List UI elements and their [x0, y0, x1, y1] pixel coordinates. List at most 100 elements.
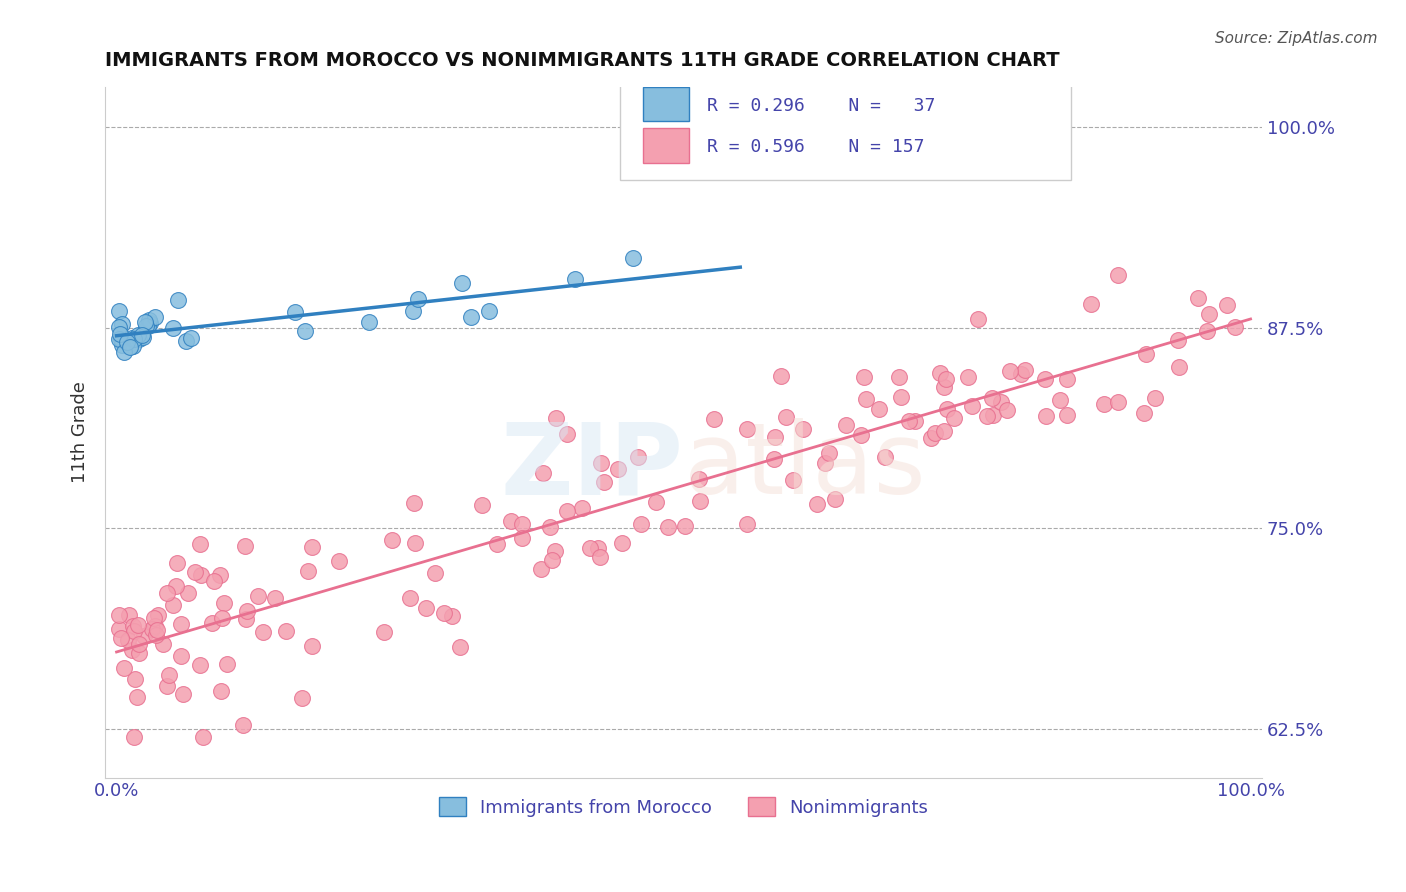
Point [1080, 297, 1102, 311]
Point [108, 607, 131, 622]
Point [673, 519, 696, 533]
Point [193, 730, 215, 744]
Point [853, 369, 876, 384]
Point [166, 556, 188, 570]
Point [995, 402, 1018, 417]
Point [1225, 320, 1247, 334]
Point [849, 427, 872, 442]
Point [134, 315, 156, 329]
Point [531, 467, 554, 481]
Point [763, 429, 786, 443]
Point [1049, 392, 1071, 407]
Point [571, 500, 593, 515]
Text: IMMIGRANTS FROM MOROCCO VS NONIMMIGRANTS 11TH GRADE CORRELATION CHART: IMMIGRANTS FROM MOROCCO VS NONIMMIGRANTS… [105, 51, 1060, 70]
Point [645, 494, 668, 508]
Point [544, 544, 567, 558]
Point [555, 427, 578, 442]
Point [792, 422, 814, 436]
Point [1107, 268, 1129, 282]
Point [735, 517, 758, 532]
Point [404, 536, 426, 550]
Point [170, 617, 193, 632]
Point [297, 564, 319, 578]
Point [398, 591, 420, 606]
Point [627, 450, 650, 464]
Point [110, 632, 132, 646]
Point [460, 310, 482, 325]
Point [689, 494, 711, 508]
Point [112, 661, 135, 675]
Point [956, 370, 979, 384]
Point [471, 498, 494, 512]
Point [981, 408, 1004, 422]
Point [1033, 372, 1056, 386]
Point [538, 519, 561, 533]
Y-axis label: 11th Grade: 11th Grade [72, 381, 89, 483]
Point [868, 402, 890, 417]
Text: atlas: atlas [683, 418, 925, 515]
Point [564, 272, 586, 286]
Point [184, 565, 207, 579]
Point [782, 473, 804, 487]
Point [143, 310, 166, 324]
Point [231, 717, 253, 731]
Point [125, 690, 148, 704]
Point [124, 332, 146, 346]
Point [1014, 363, 1036, 377]
Text: R = 0.596    N = 157: R = 0.596 N = 157 [707, 138, 924, 156]
Point [284, 305, 307, 319]
Point [108, 622, 131, 636]
FancyBboxPatch shape [643, 87, 689, 121]
Point [904, 414, 927, 428]
Point [737, 422, 759, 436]
Point [172, 687, 194, 701]
Point [579, 541, 602, 556]
Point [110, 332, 132, 346]
Point [769, 369, 792, 384]
Point [146, 608, 169, 623]
Point [357, 315, 380, 329]
Point [145, 628, 167, 642]
Point [855, 392, 877, 407]
Point [1010, 368, 1032, 382]
Point [209, 568, 232, 582]
Point [167, 293, 190, 307]
Point [128, 332, 150, 346]
Point [806, 497, 828, 511]
Point [920, 431, 942, 445]
Point [762, 451, 785, 466]
Point [188, 537, 211, 551]
Point [252, 624, 274, 639]
Point [450, 640, 472, 654]
Point [512, 531, 534, 545]
Point [128, 646, 150, 660]
Point [121, 331, 143, 345]
Point [967, 312, 990, 326]
Point [510, 517, 533, 532]
Point [188, 657, 211, 672]
Point [621, 251, 644, 265]
Point [121, 643, 143, 657]
Point [934, 424, 956, 438]
Point [875, 450, 897, 465]
Point [209, 684, 232, 698]
Point [630, 517, 652, 532]
Text: R = 0.296    N =   37: R = 0.296 N = 37 [707, 97, 935, 115]
Point [108, 333, 131, 347]
Point [1135, 347, 1157, 361]
Point [657, 520, 679, 534]
Point [124, 673, 146, 687]
Point [935, 401, 957, 416]
Point [990, 394, 1012, 409]
Point [190, 567, 212, 582]
Point [381, 533, 404, 548]
Point [108, 319, 131, 334]
Point [124, 624, 146, 639]
Point [898, 414, 921, 428]
Point [818, 446, 841, 460]
Point [143, 619, 166, 633]
Point [1056, 409, 1078, 423]
Point [432, 606, 454, 620]
Point [136, 319, 159, 334]
Point [924, 425, 946, 440]
